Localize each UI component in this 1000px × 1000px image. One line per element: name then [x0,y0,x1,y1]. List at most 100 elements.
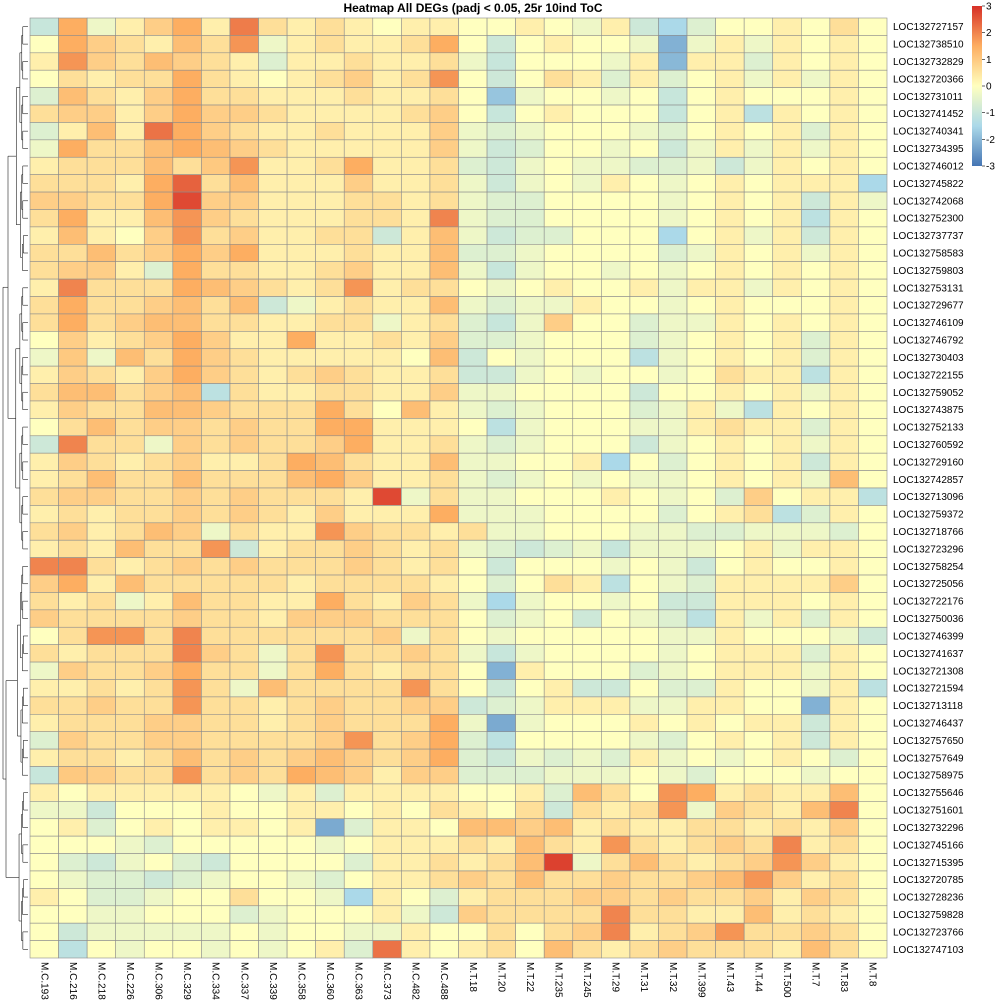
heatmap-cell [172,522,202,541]
heatmap-cell [572,383,602,402]
heatmap-cell [772,696,802,715]
heatmap-cell [772,174,802,193]
heatmap-cell [315,557,345,576]
heatmap-cell [658,104,688,123]
heatmap-cell [515,818,545,837]
heatmap-cell [743,296,774,315]
heatmap-cell [172,505,202,524]
heatmap-cell [829,940,859,959]
heatmap-cell [372,452,402,471]
heatmap-cell [572,835,602,854]
heatmap-cell [715,818,745,837]
heatmap-cell [800,783,831,802]
heatmap-cell [143,557,174,576]
heatmap-cell [172,487,202,506]
column-label: M.C.329 [181,962,192,1000]
heatmap-cell [772,626,802,645]
heatmap-cell [458,574,488,593]
heatmap-cell [658,905,688,924]
heatmap-cell [201,888,231,907]
heatmap-cell [143,487,174,506]
heatmap-cell [658,609,688,628]
heatmap-cell [86,818,116,837]
heatmap-cell [286,870,316,889]
heatmap-cell [86,505,116,524]
heatmap-cell [772,609,802,628]
heatmap-cell [515,87,545,106]
legend-tick-label: 0 [986,82,992,93]
heatmap-cell [115,783,145,802]
heatmap-cell [800,696,831,715]
heatmap-cell [458,35,488,54]
heatmap-cell [543,888,574,907]
heatmap-cell [829,226,859,245]
heatmap-cell [686,870,716,889]
heatmap-cell [229,313,259,332]
heatmap-cell [858,191,888,210]
heatmap-cell [429,940,459,959]
heatmap-cell [515,383,545,402]
row-label: LOC132728236 [893,893,964,904]
heatmap-cell [172,365,202,384]
heatmap-cell [486,661,516,680]
heatmap-cell [58,69,88,88]
heatmap-cell [115,348,145,367]
heatmap-cell [143,766,174,785]
heatmap-cell [401,888,431,907]
heatmap-cell [743,174,774,193]
heatmap-cell [258,244,288,263]
heatmap-cell [829,174,859,193]
heatmap-cell [629,174,659,193]
heatmap-cell [172,609,202,628]
heatmap-cell [115,661,145,680]
heatmap-cell [601,400,631,419]
heatmap-cell [772,278,802,297]
heatmap-cell [572,69,602,88]
heatmap-cell [629,731,659,750]
heatmap-cell [429,574,459,593]
heatmap-cell [715,400,745,419]
heatmap-cell [172,835,202,854]
heatmap-cell [772,731,802,750]
heatmap-cell [429,522,459,541]
heatmap-cell [515,574,545,593]
heatmap-cell [715,835,745,854]
heatmap-cell [515,679,545,698]
heatmap-cell [829,313,859,332]
heatmap-cell [743,940,774,959]
heatmap-cell [743,574,774,593]
heatmap-cell [743,313,774,332]
heatmap-cell [743,104,774,123]
heatmap-cell [86,801,116,820]
heatmap-cell [800,244,831,263]
heatmap-cell [515,122,545,141]
heatmap-cell [743,209,774,228]
heatmap-cell [372,626,402,645]
heatmap-cell [401,261,431,280]
heatmap-cell [286,400,316,419]
heatmap-cell [486,17,516,36]
heatmap-cell [629,191,659,210]
heatmap-cell [115,244,145,263]
heatmap-cell [401,922,431,941]
heatmap-cell [229,156,259,175]
heatmap-cell [686,661,716,680]
heatmap-cell [201,783,231,802]
heatmap-cell [543,539,574,558]
heatmap-cell [286,209,316,228]
heatmap-cell [201,296,231,315]
heatmap-cell [258,226,288,245]
heatmap-cell [858,679,888,698]
heatmap-cell [258,626,288,645]
heatmap-cell [343,226,374,245]
heatmap-cell [629,940,659,959]
heatmap-cell [543,522,574,541]
heatmap-cell [715,348,745,367]
column-label: M.C.363 [353,962,364,1000]
heatmap-cell [800,139,831,158]
heatmap-cell [743,713,774,733]
heatmap-cell [429,365,459,384]
heatmap-cell [686,122,716,141]
heatmap-cell [458,644,488,663]
row-label: LOC132729160 [893,457,964,468]
